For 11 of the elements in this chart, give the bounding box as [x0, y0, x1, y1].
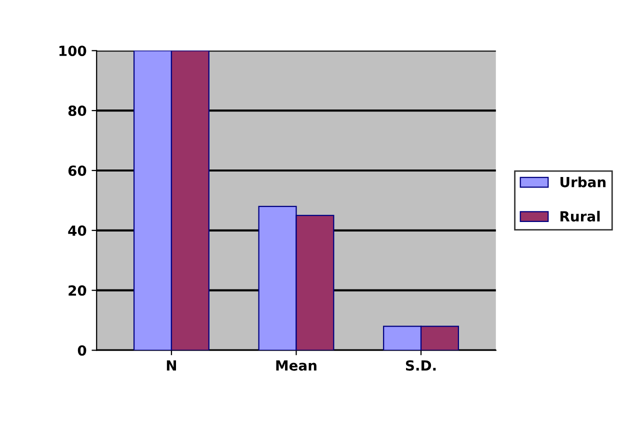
y-tick-label: 0 — [78, 345, 86, 356]
y-tick-label: 100 — [59, 46, 86, 56]
legend-label: Rural — [560, 210, 600, 222]
x-tick-label: Mean — [276, 360, 316, 371]
y-tick-label: 40 — [68, 225, 86, 236]
y-tick-label: 80 — [68, 106, 86, 116]
x-tick-label: N — [166, 360, 176, 371]
x-tick-label: S.D. — [406, 360, 436, 371]
y-tick-label: 20 — [68, 285, 86, 296]
y-tick-label: 60 — [68, 165, 86, 176]
legend-label: Urban — [560, 176, 606, 188]
